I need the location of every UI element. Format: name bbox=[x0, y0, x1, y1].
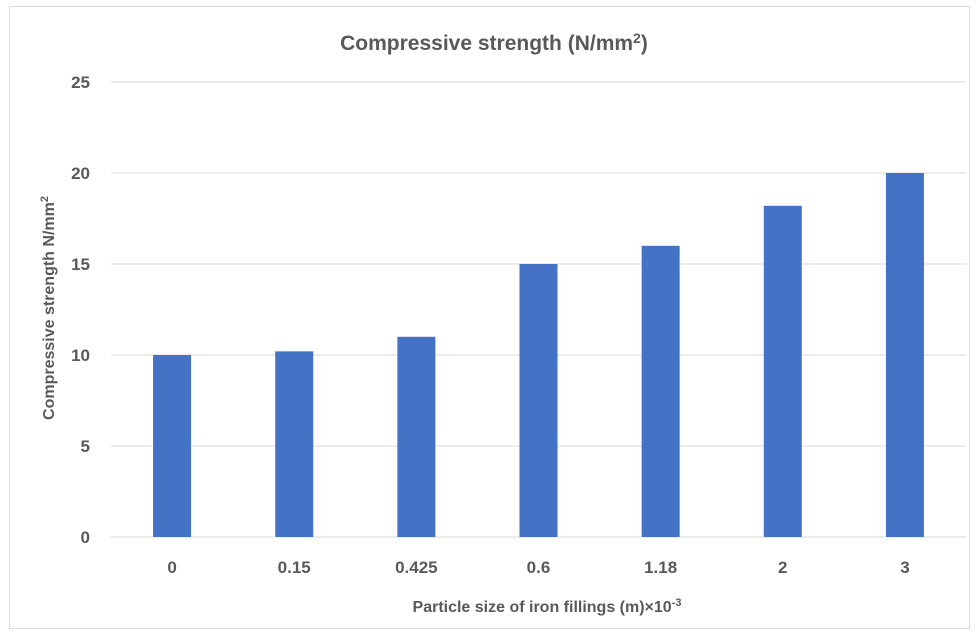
y-tick-label: 15 bbox=[71, 255, 90, 274]
bar bbox=[764, 206, 802, 537]
bar bbox=[520, 264, 558, 537]
x-tick-label: 0 bbox=[167, 558, 176, 577]
y-tick-label: 0 bbox=[81, 528, 90, 547]
bar bbox=[153, 355, 191, 537]
chart-title-suffix: ) bbox=[641, 32, 648, 55]
y-tick-label: 20 bbox=[71, 164, 90, 183]
bar bbox=[886, 173, 924, 537]
x-tick-labels: 0 0.15 0.425 0.6 1.18 2 3 bbox=[167, 558, 909, 577]
chart-title-main: Compressive strength (N/mm bbox=[340, 32, 633, 55]
x-axis-title: Particle size of iron fillings (m)×10-3 bbox=[413, 597, 682, 616]
y-tick-label: 5 bbox=[81, 437, 90, 456]
y-tick-label: 10 bbox=[71, 346, 90, 365]
x-tick-label: 0.425 bbox=[395, 558, 438, 577]
y-axis-title-superscript: 2 bbox=[39, 196, 51, 202]
y-axis-title: Compressive strength N/mm2 bbox=[39, 196, 58, 420]
bar bbox=[275, 351, 313, 537]
x-tick-label: 2 bbox=[778, 558, 787, 577]
x-tick-label: 3 bbox=[900, 558, 909, 577]
x-axis-title-main: Particle size of iron fillings (m)×10 bbox=[413, 599, 672, 616]
chart-title: Compressive strength (N/mm2) bbox=[340, 30, 648, 55]
y-tick-label: 25 bbox=[71, 73, 90, 92]
x-tick-label: 0.15 bbox=[278, 558, 311, 577]
bar bbox=[642, 246, 680, 537]
chart-title-superscript: 2 bbox=[633, 30, 641, 46]
y-tick-labels: 0 5 10 15 20 25 bbox=[71, 73, 90, 547]
x-axis-title-superscript: -3 bbox=[672, 597, 682, 609]
x-tick-label: 1.18 bbox=[644, 558, 677, 577]
bar bbox=[397, 337, 435, 537]
y-axis-title-main: Compressive strength N/mm bbox=[41, 202, 58, 420]
x-tick-label: 0.6 bbox=[527, 558, 551, 577]
